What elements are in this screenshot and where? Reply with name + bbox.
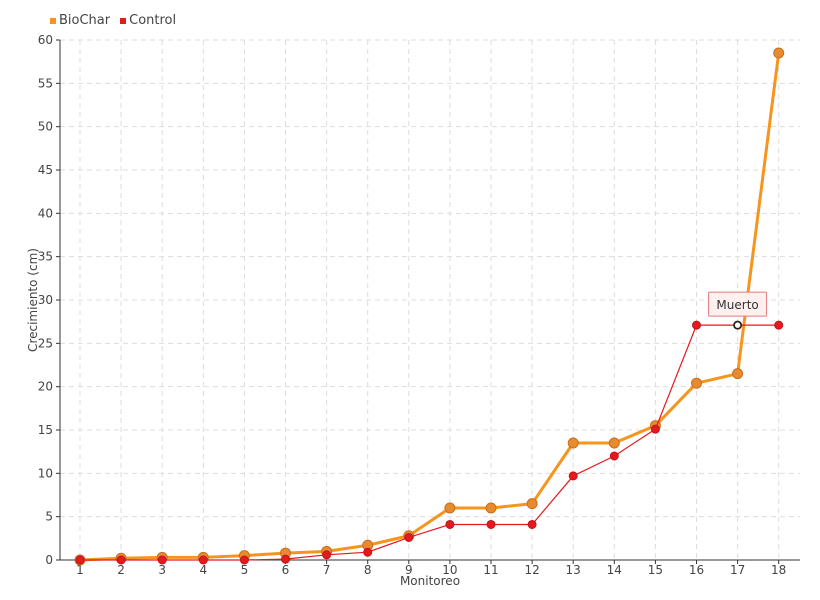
data-point-control	[568, 471, 578, 481]
data-point-control	[692, 320, 701, 330]
y-tick-label: 30	[38, 293, 53, 307]
x-axis-ticks: 1 2 3 4 5 6 7 8 9 10 11 12 13 14 15 16 17 18	[76, 560, 786, 577]
data-point-biochar	[608, 437, 620, 449]
x-tick-label: 14	[607, 563, 622, 577]
legend-item-biochar[interactable]: BioChar	[50, 13, 110, 28]
x-tick-label: 15	[648, 563, 663, 577]
data-point-control	[527, 519, 537, 529]
y-tick-label: 25	[38, 336, 53, 350]
data-point-biochar	[526, 498, 538, 510]
x-axis-title: Monitoreo	[400, 574, 460, 588]
x-tick-label: 18	[771, 563, 786, 577]
x-tick-label: 9	[405, 563, 413, 577]
y-tick-label: 50	[38, 120, 53, 134]
data-point-control	[609, 451, 619, 461]
data-point-control	[239, 555, 249, 565]
data-point-biochar	[773, 47, 785, 59]
x-tick-label: 8	[364, 563, 372, 577]
y-tick-label: 5	[45, 510, 53, 524]
data-point-control	[157, 555, 167, 565]
data-point-control	[486, 519, 496, 529]
y-axis-title: Crecimiento (cm)	[26, 248, 40, 352]
x-tick-label: 11	[483, 563, 498, 577]
x-tick-label: 2	[117, 563, 125, 577]
legend-item-control[interactable]: Control	[120, 13, 176, 28]
x-tick-label: 4	[199, 563, 207, 577]
y-tick-label: 55	[38, 76, 53, 90]
data-point-control	[774, 320, 784, 330]
series-line-control	[80, 324, 779, 561]
x-tick-label: 1	[76, 563, 84, 577]
grid	[60, 39, 800, 560]
x-tick-label: 16	[689, 563, 704, 577]
data-point-control	[650, 424, 660, 434]
y-axis-ticks: 0 5 10 15 20 25 30 35 40 45 50 55 60	[38, 33, 60, 567]
y-tick-label: 60	[38, 33, 53, 47]
data-point-control	[116, 555, 126, 565]
y-tick-label: 20	[38, 380, 53, 394]
x-tick-label: 6	[282, 563, 290, 577]
data-point-control	[75, 555, 85, 565]
data-point-control	[445, 519, 455, 529]
data-point-biochar	[732, 368, 744, 380]
legend: BioChar Control	[50, 13, 176, 28]
y-tick-label: 0	[45, 553, 53, 567]
data-point-biochar	[691, 377, 702, 389]
data-point-control	[363, 547, 373, 557]
y-tick-label: 40	[38, 206, 53, 220]
y-tick-label: 10	[38, 466, 53, 480]
legend-label-control: Control	[129, 13, 177, 28]
data-point-control	[322, 550, 332, 560]
annotation: Muerto	[708, 291, 768, 330]
series-group	[74, 47, 785, 566]
data-point-control	[404, 532, 414, 542]
series-biochar	[74, 47, 785, 566]
x-tick-label: 17	[730, 563, 745, 577]
x-tick-label: 12	[524, 563, 539, 577]
biochar-swatch	[50, 17, 56, 24]
data-point-control	[281, 554, 290, 564]
annotation-text: Muerto	[716, 298, 758, 312]
x-tick-label: 7	[323, 563, 331, 577]
series-line-biochar	[79, 52, 781, 562]
highlighted-point	[733, 320, 742, 330]
y-tick-label: 15	[38, 423, 53, 437]
y-tick-label: 45	[38, 163, 53, 177]
x-tick-label: 3	[158, 563, 166, 577]
data-point-biochar	[485, 502, 497, 514]
x-tick-label: 13	[566, 563, 581, 577]
data-point-control	[198, 555, 208, 565]
annotation-box	[708, 291, 768, 317]
data-point-biochar	[444, 502, 456, 514]
series-control	[75, 320, 784, 565]
control-swatch	[120, 17, 127, 24]
y-tick-label: 35	[38, 250, 53, 264]
x-tick-label: 5	[241, 563, 249, 577]
data-point-biochar	[567, 437, 579, 449]
x-tick-label: 10	[442, 563, 457, 577]
legend-label-biochar: BioChar	[59, 13, 111, 28]
